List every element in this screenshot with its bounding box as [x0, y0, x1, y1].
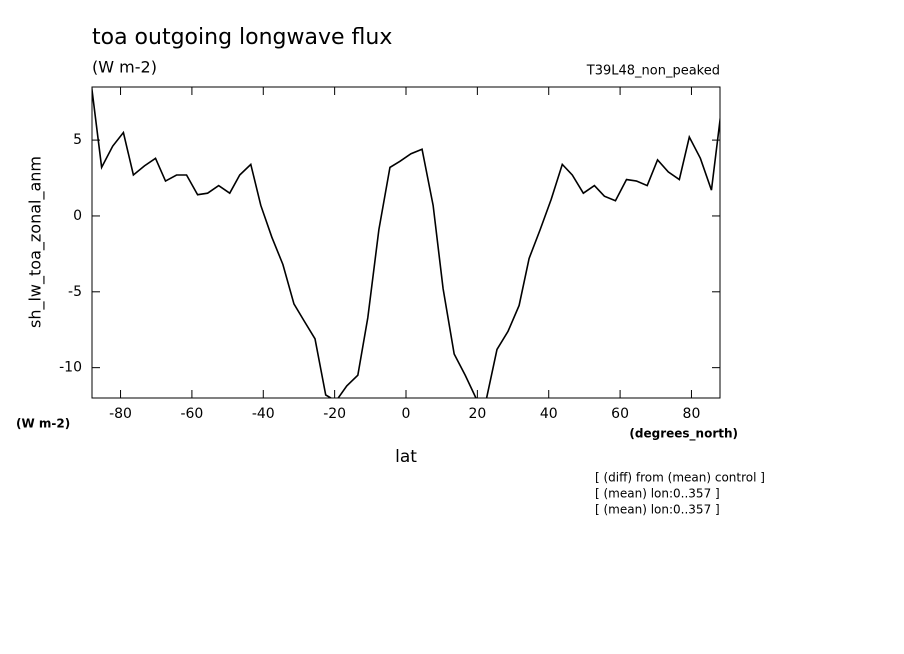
y-tick-label: 0 — [73, 208, 82, 224]
x-tick-label: -60 — [180, 406, 203, 422]
y-tick-label: 5 — [73, 132, 82, 148]
x-units: (degrees_north) — [629, 427, 738, 442]
annotation: [ (mean) lon:0..357 ] — [595, 487, 720, 501]
x-tick-label: 60 — [611, 406, 629, 422]
y-tick-label: -5 — [68, 284, 82, 300]
x-tick-label: -40 — [252, 406, 275, 422]
x-tick-label: -80 — [109, 406, 132, 422]
x-tick-label: 40 — [540, 406, 558, 422]
x-axis-label: lat — [395, 447, 417, 467]
y-tick-label: -10 — [59, 360, 82, 376]
y-units: (W m-2) — [16, 417, 70, 431]
chart-title: toa outgoing longwave flux — [92, 25, 392, 50]
plot-frame — [91, 86, 721, 399]
annotation: [ (mean) lon:0..357 ] — [595, 503, 720, 517]
y-axis-label: sh_lw_toa_zonal_anm — [26, 156, 46, 328]
dataset-label: T39L48_non_peaked — [586, 64, 720, 79]
x-tick-label: 20 — [468, 406, 486, 422]
x-tick-label: 80 — [683, 406, 701, 422]
data-line — [92, 87, 720, 398]
chart-subtitle: (W m-2) — [92, 58, 157, 77]
x-tick-label: -20 — [323, 406, 346, 422]
x-tick-label: 0 — [402, 406, 411, 422]
annotation: [ (diff) from (mean) control ] — [595, 471, 765, 485]
